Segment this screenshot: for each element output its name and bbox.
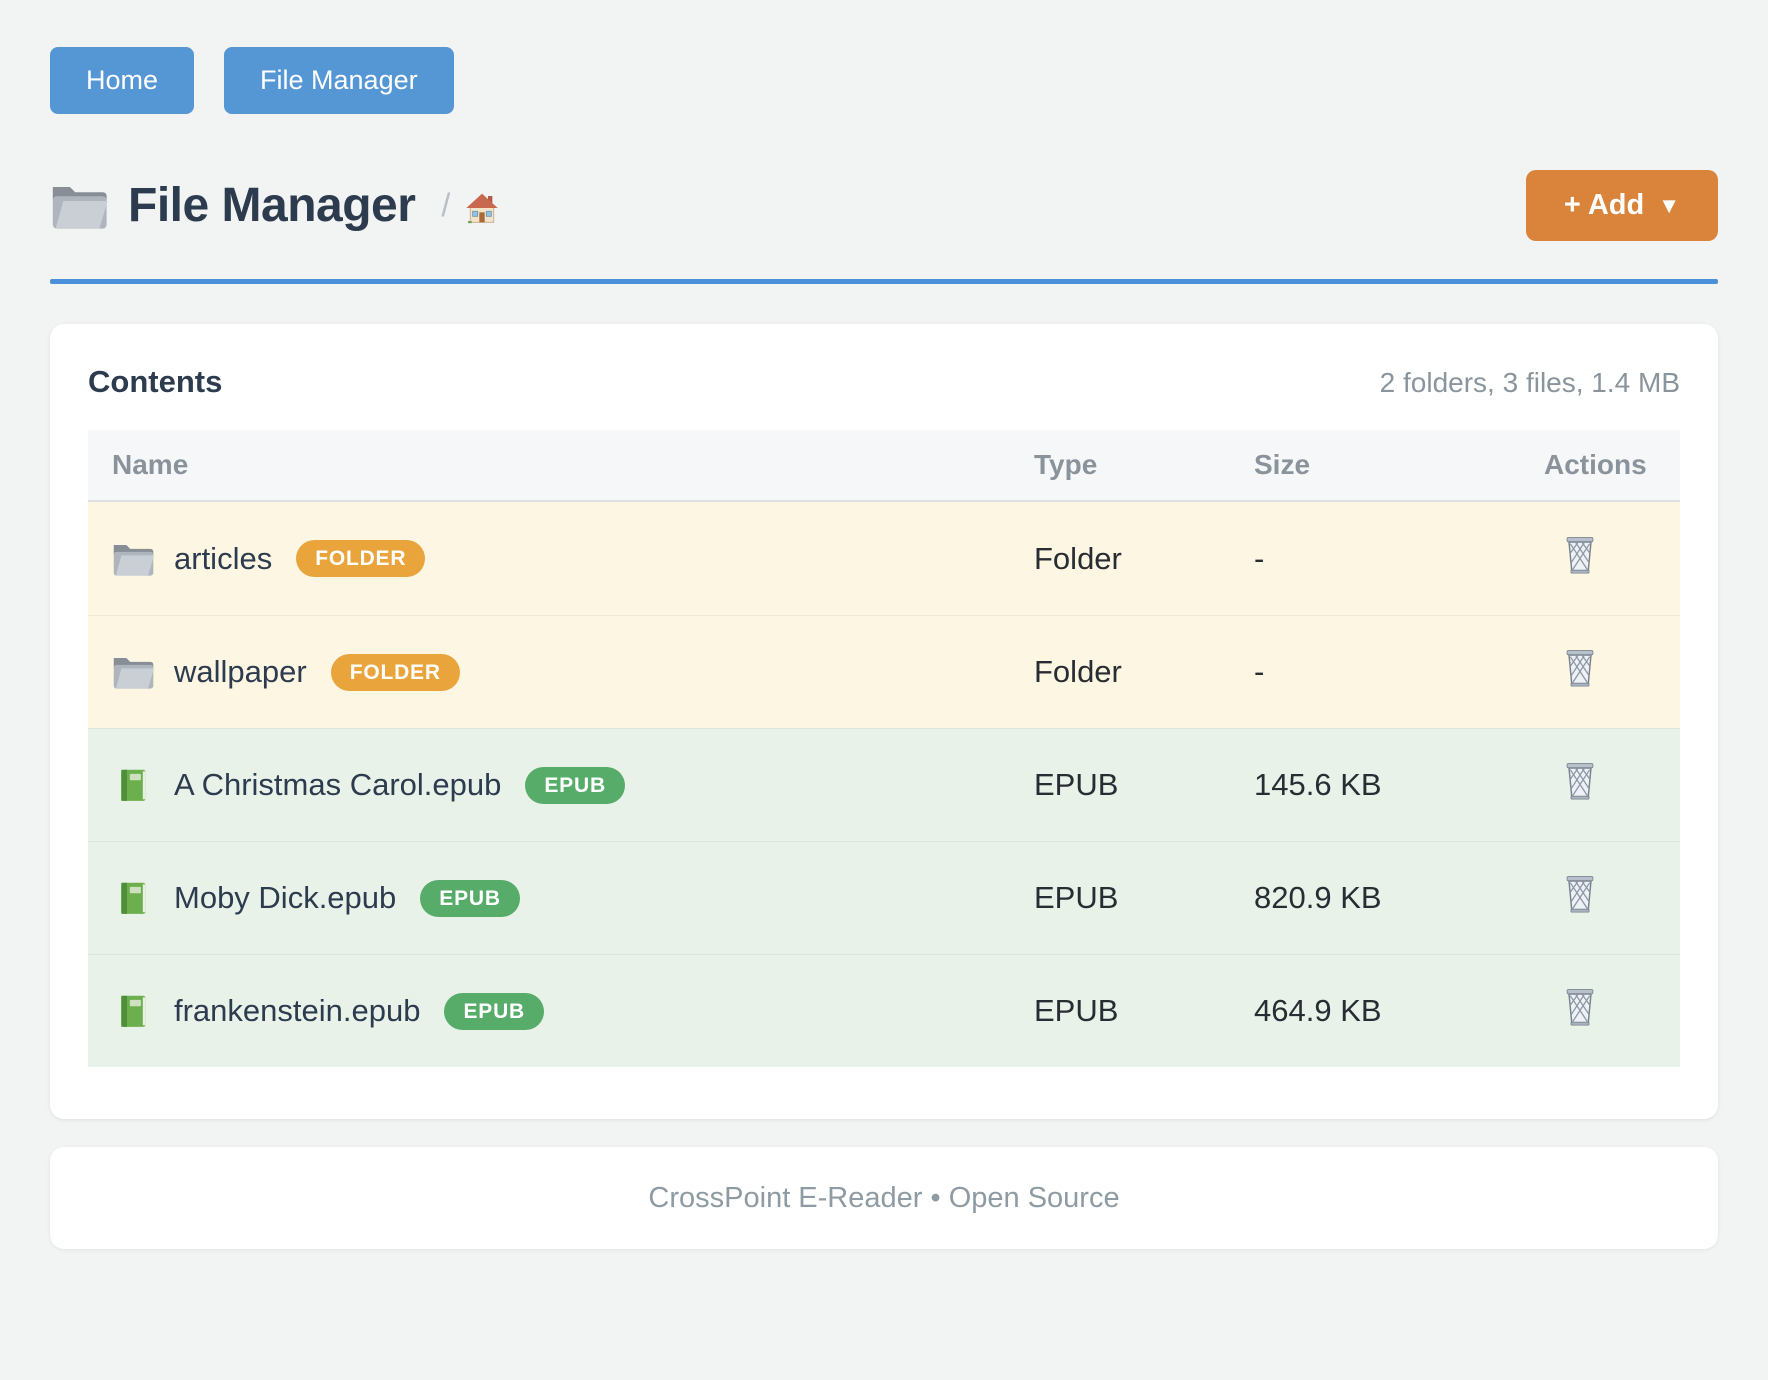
column-header-actions: Actions: [1544, 449, 1647, 480]
file-table: Name Type Size Actions: [88, 430, 1680, 1067]
contents-summary: 2 folders, 3 files, 1.4 MB: [1379, 367, 1680, 398]
footer: CrossPoint E-Reader • Open Source: [50, 1147, 1718, 1249]
footer-text: CrossPoint E-Reader • Open Source: [648, 1181, 1120, 1214]
file-type: Folder: [1034, 654, 1122, 689]
type-badge: EPUB: [525, 766, 625, 804]
chevron-down-icon: ▼: [1658, 192, 1680, 218]
table-row-epub[interactable]: Moby Dick.epub EPUB EPUB 820.9 KB: [88, 841, 1680, 954]
page-header: File Manager / + Add ▼: [50, 170, 1718, 241]
type-badge: EPUB: [444, 992, 545, 1030]
delete-button[interactable]: [1560, 873, 1600, 915]
home-button[interactable]: Home: [50, 47, 195, 114]
file-type: EPUB: [1034, 993, 1119, 1028]
book-icon: [112, 766, 154, 804]
delete-button[interactable]: [1560, 647, 1600, 689]
file-size: 820.9 KB: [1254, 880, 1382, 915]
file-name[interactable]: Moby Dick.epub: [174, 880, 397, 915]
type-badge: FOLDER: [330, 653, 460, 691]
file-name[interactable]: frankenstein.epub: [174, 993, 421, 1028]
file-manager-button[interactable]: File Manager: [224, 47, 454, 114]
file-type: EPUB: [1034, 880, 1119, 915]
top-nav: Home File Manager: [50, 47, 1718, 114]
trash-icon: [1560, 873, 1600, 915]
trash-icon: [1560, 534, 1600, 576]
table-row-epub[interactable]: frankenstein.epub EPUB EPUB 464.9 KB: [88, 954, 1680, 1067]
book-icon: [112, 992, 154, 1030]
type-badge: EPUB: [420, 879, 520, 917]
table-row-folder[interactable]: articles FOLDER Folder -: [88, 502, 1680, 615]
file-name[interactable]: articles: [174, 540, 273, 576]
table-body: articles FOLDER Folder -: [88, 502, 1680, 1067]
add-button-label: + Add: [1563, 189, 1645, 221]
add-button[interactable]: + Add ▼: [1525, 170, 1718, 241]
file-type: Folder: [1034, 540, 1122, 576]
column-header-size: Size: [1254, 449, 1311, 480]
file-size: 145.6 KB: [1254, 767, 1382, 802]
delete-button[interactable]: [1560, 534, 1600, 576]
file-type: EPUB: [1034, 767, 1119, 802]
trash-icon: [1560, 760, 1600, 802]
breadcrumb: /: [441, 183, 502, 229]
type-badge: FOLDER: [296, 540, 426, 577]
home-icon[interactable]: [462, 183, 502, 229]
table-header: Name Type Size Actions: [88, 430, 1680, 502]
trash-icon: [1560, 647, 1600, 689]
delete-button[interactable]: [1560, 986, 1600, 1028]
table-row-epub[interactable]: A Christmas Carol.epub EPUB EPUB 145.6 K…: [88, 728, 1680, 841]
table-row-folder[interactable]: wallpaper FOLDER Folder -: [88, 615, 1680, 728]
folder-icon: [112, 540, 154, 578]
folder-icon: [50, 181, 108, 231]
breadcrumb-separator: /: [441, 187, 451, 223]
header-divider: [50, 279, 1718, 284]
folder-icon: [112, 653, 154, 691]
file-name[interactable]: wallpaper: [174, 654, 307, 689]
page: Home File Manager File Manager /: [50, 47, 1718, 1249]
file-size: 464.9 KB: [1254, 993, 1382, 1028]
page-title: File Manager: [128, 179, 416, 232]
delete-button[interactable]: [1560, 760, 1600, 802]
file-size: -: [1254, 654, 1265, 689]
column-header-name: Name: [112, 449, 189, 480]
column-header-type: Type: [1034, 449, 1098, 480]
file-name[interactable]: A Christmas Carol.epub: [174, 767, 502, 802]
trash-icon: [1560, 986, 1600, 1028]
book-icon: [112, 879, 154, 917]
contents-title: Contents: [88, 364, 223, 399]
file-size: -: [1254, 540, 1265, 576]
contents-panel: Contents 2 folders, 3 files, 1.4 MB Name…: [50, 324, 1718, 1119]
